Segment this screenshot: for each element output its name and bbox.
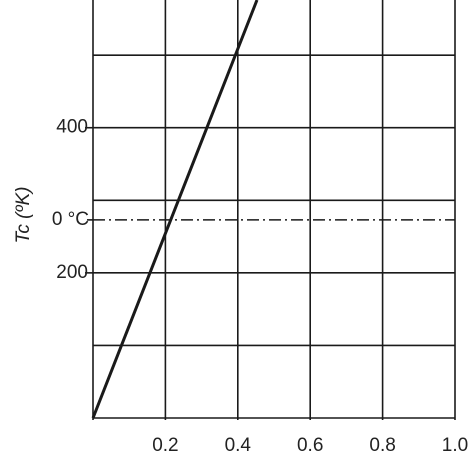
- x-tick-label: 0.8: [369, 435, 395, 456]
- y-tick-label: 400: [56, 117, 88, 138]
- x-tick-label: 0.6: [297, 435, 323, 456]
- x-tick-label: 0.2: [152, 435, 178, 456]
- y-axis-label: Tc (ºK): [13, 187, 34, 244]
- reference-label: 0 °C: [52, 209, 89, 230]
- y-tick-label: 200: [56, 262, 88, 283]
- x-tick-label: 0.4: [225, 435, 252, 456]
- x-tick-label: 1.0: [442, 435, 468, 456]
- data-line: [91, 0, 259, 419]
